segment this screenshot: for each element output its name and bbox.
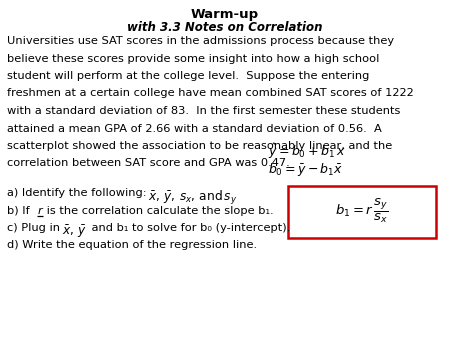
Text: $b_0 = \bar{y} - b_1\bar{x}$: $b_0 = \bar{y} - b_1\bar{x}$ — [268, 161, 343, 177]
Text: $r$: $r$ — [37, 206, 44, 217]
Text: $\bar{x},\,\bar{y}$: $\bar{x},\,\bar{y}$ — [62, 224, 87, 240]
Text: a) Identify the following:: a) Identify the following: — [7, 188, 147, 198]
Text: d) Write the equation of the regression line.: d) Write the equation of the regression … — [7, 241, 257, 250]
Text: $\hat{y} = b_0 + b_1\,x$: $\hat{y} = b_0 + b_1\,x$ — [268, 142, 346, 161]
Text: Warm-up: Warm-up — [191, 8, 259, 21]
Text: freshmen at a certain college have mean combined SAT scores of 1222: freshmen at a certain college have mean … — [7, 89, 414, 98]
Text: $\bar{x},\,\bar{y},\,s_x,\,\mathrm{and}\,s_y$: $\bar{x},\,\bar{y},\,s_x,\,\mathrm{and}\… — [148, 189, 237, 207]
Text: c) Plug in: c) Plug in — [7, 223, 60, 233]
Text: student will perform at the college level.  Suppose the entering: student will perform at the college leve… — [7, 71, 369, 81]
Text: and b₁ to solve for b₀ (y-intercept).: and b₁ to solve for b₀ (y-intercept). — [88, 223, 290, 233]
Text: attained a mean GPA of 2.66 with a standard deviation of 0.56.  A: attained a mean GPA of 2.66 with a stand… — [7, 123, 382, 134]
Text: believe these scores provide some insight into how a high school: believe these scores provide some insigh… — [7, 53, 379, 64]
Text: is the correlation calculate the slope b₁.: is the correlation calculate the slope b… — [43, 206, 274, 216]
Text: correlation between SAT score and GPA was 0.47.: correlation between SAT score and GPA wa… — [7, 159, 290, 169]
Text: with 3.3 Notes on Correlation: with 3.3 Notes on Correlation — [127, 21, 323, 34]
Text: $b_1 = r\,\dfrac{s_y}{s_x}$: $b_1 = r\,\dfrac{s_y}{s_x}$ — [335, 197, 389, 225]
Text: scatterplot showed the association to be reasonably linear, and the: scatterplot showed the association to be… — [7, 141, 392, 151]
Text: with a standard deviation of 83.  In the first semester these students: with a standard deviation of 83. In the … — [7, 106, 400, 116]
Text: b) If: b) If — [7, 206, 33, 216]
Bar — [288, 186, 436, 238]
Text: Universities use SAT scores in the admissions process because they: Universities use SAT scores in the admis… — [7, 36, 394, 46]
